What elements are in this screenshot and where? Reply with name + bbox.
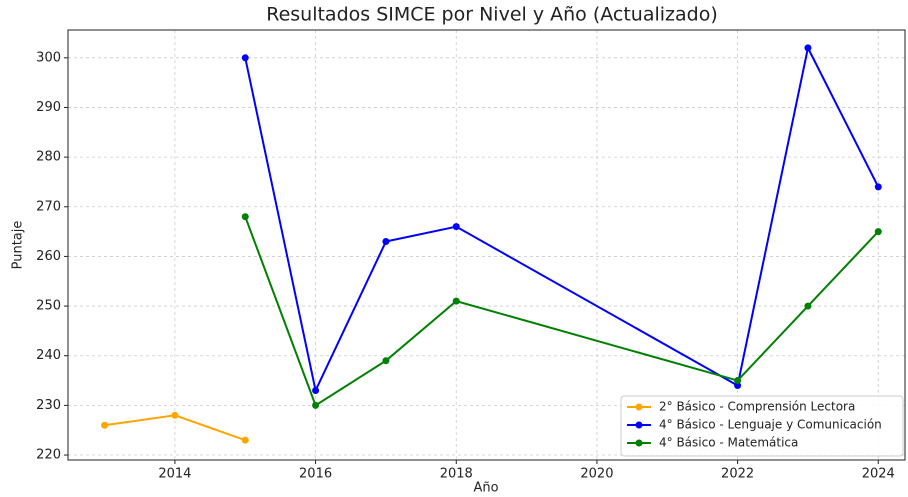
y-tick-label: 300 (36, 50, 61, 65)
legend-marker (635, 421, 643, 429)
legend-label: 4° Básico - Lenguaje y Comunicación (659, 418, 882, 432)
data-point (241, 213, 249, 221)
x-tick-label: 2014 (158, 467, 191, 482)
series-line (244, 44, 880, 394)
x-tick-label: 2024 (862, 467, 895, 482)
data-point (874, 228, 882, 236)
data-point (382, 357, 390, 365)
data-point (452, 297, 460, 305)
legend-label: 2° Básico - Comprensión Lectora (659, 400, 855, 414)
data-point (874, 183, 882, 191)
data-point (382, 238, 390, 246)
data-point (241, 436, 249, 444)
y-axis-label: Puntaje (11, 221, 26, 270)
y-tick-label: 270 (36, 199, 61, 214)
x-tick-label: 2020 (580, 467, 613, 482)
y-tick-label: 220 (36, 448, 61, 463)
data-point (312, 386, 320, 394)
data-point (241, 54, 249, 62)
x-tick-label: 2018 (440, 467, 473, 482)
x-tick-label: 2016 (299, 467, 332, 482)
legend-box (620, 395, 904, 457)
data-point (171, 411, 179, 419)
x-axis-label: Año (473, 481, 498, 496)
y-tick-label: 260 (36, 249, 61, 264)
legend-label: 4° Básico - Matemática (659, 436, 798, 450)
y-tick-label: 240 (36, 348, 61, 363)
y-tick-label: 230 (36, 398, 61, 413)
data-point (101, 421, 109, 429)
series-line (244, 216, 879, 407)
data-point (734, 382, 742, 390)
plot-frame (67, 29, 906, 461)
y-tick-label: 290 (36, 100, 61, 115)
chart-title: Resultados SIMCE por Nivel y Año (Actual… (266, 4, 718, 26)
x-tick-label: 2022 (721, 467, 754, 482)
legend: 2° Básico - Comprensión Lectora 4° Básico… (620, 395, 904, 457)
y-tick-label: 250 (36, 299, 61, 314)
data-point (804, 44, 812, 52)
data-point (804, 302, 812, 310)
legend-marker (635, 439, 643, 447)
legend-marker (635, 403, 643, 411)
y-tick-label: 280 (36, 150, 61, 165)
data-point (312, 401, 320, 409)
data-point (452, 223, 460, 231)
data-point (734, 377, 742, 385)
